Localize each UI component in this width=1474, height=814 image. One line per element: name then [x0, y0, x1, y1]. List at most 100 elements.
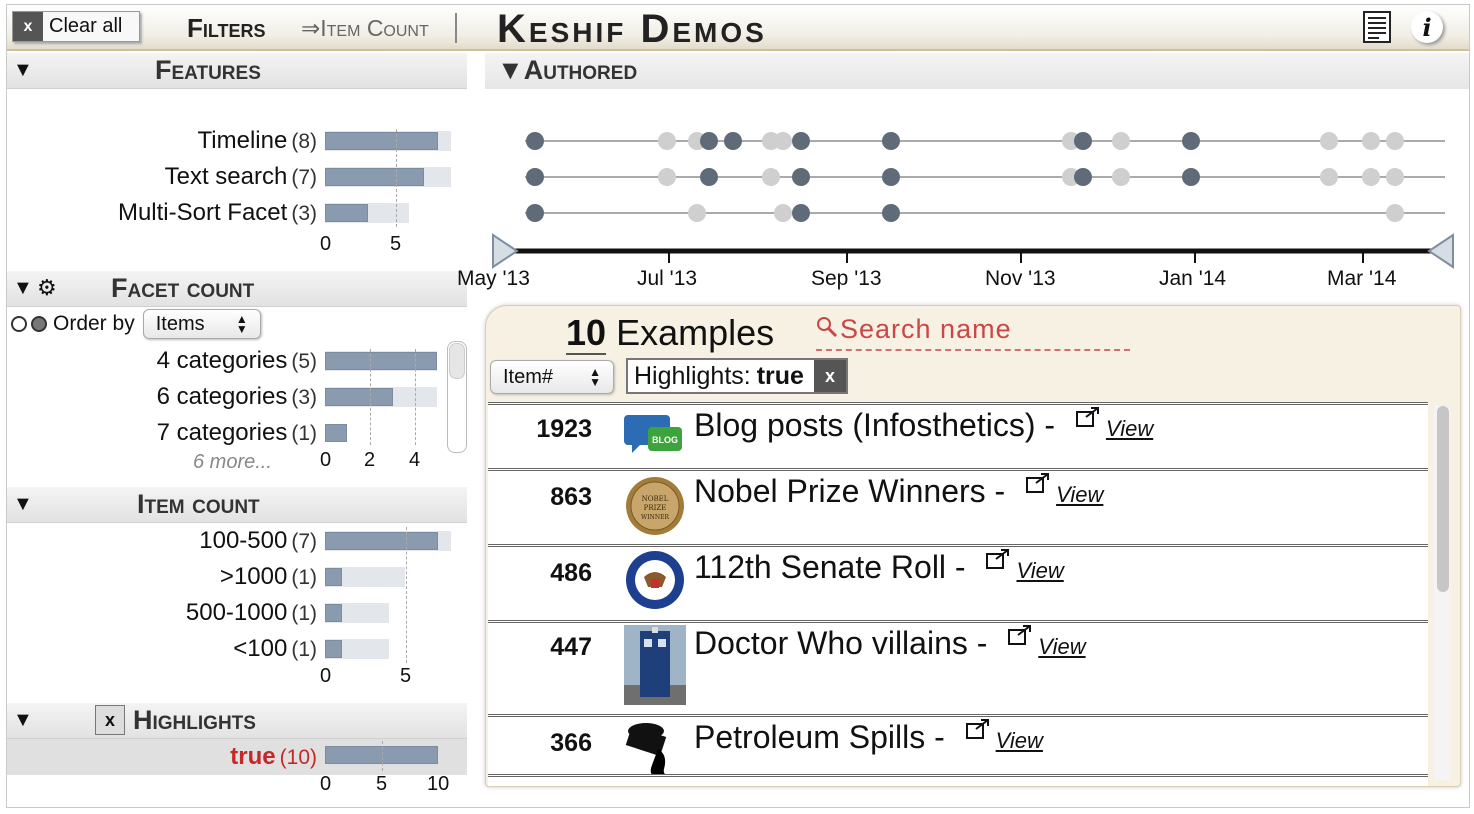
- document-icon[interactable]: [1363, 11, 1391, 43]
- scroll-thumb[interactable]: [449, 343, 465, 379]
- count-bar[interactable]: [325, 568, 342, 586]
- gear-icon[interactable]: ⚙: [37, 275, 57, 300]
- axis-tick: 4: [409, 449, 421, 471]
- facet-header-features[interactable]: ▼ Features: [7, 53, 467, 89]
- item-title: 112th Senate Roll - View: [694, 549, 1064, 585]
- axis-tick: 0: [320, 665, 332, 687]
- facet-row-label[interactable]: 4 categories (5): [156, 347, 317, 374]
- facet-row-label[interactable]: 6 categories (3): [156, 383, 317, 410]
- facet-row-label[interactable]: 100-500 (7): [199, 527, 317, 554]
- collapse-triangle-icon[interactable]: ▼: [13, 493, 33, 515]
- search-name-input[interactable]: Search name: [816, 314, 1130, 351]
- results-scrollbar[interactable]: [1434, 406, 1450, 780]
- count-bar[interactable]: [325, 640, 342, 658]
- collapse-triangle-icon[interactable]: ▼: [13, 277, 33, 299]
- facet-row-label[interactable]: 500-1000 (1): [185, 599, 317, 626]
- count-bar[interactable]: [325, 352, 437, 370]
- facet-row-label[interactable]: <100 (1): [233, 635, 317, 662]
- axis-tick: 5: [400, 665, 412, 687]
- facet-title: Item count: [137, 489, 260, 519]
- item-number: 1923: [536, 415, 592, 443]
- count-bar[interactable]: [325, 168, 424, 186]
- timeline-dot: [1182, 168, 1200, 186]
- remove-filter-button[interactable]: x: [95, 705, 125, 735]
- timeline-dot: [688, 204, 706, 222]
- item-number: 486: [550, 559, 592, 587]
- info-icon[interactable]: i: [1411, 11, 1443, 43]
- axis-tick: 2: [364, 449, 376, 471]
- clear-x-icon: x: [13, 12, 43, 41]
- facet-row-label[interactable]: >1000 (1): [219, 563, 317, 590]
- timeline-dot: [762, 168, 780, 186]
- timeline-dot: [882, 132, 900, 150]
- timeline-dot: [1112, 132, 1130, 150]
- count-bar[interactable]: [325, 604, 342, 622]
- timeline-dot: [1362, 132, 1380, 150]
- facet-title: Features: [155, 55, 261, 85]
- radio-button[interactable]: [11, 316, 27, 332]
- time-tick-label: Jan '14: [1159, 267, 1227, 290]
- show-more-link[interactable]: 6 more...: [193, 451, 272, 473]
- list-item[interactable]: 447 Doctor Who villains - View: [488, 620, 1428, 714]
- facet-row-label[interactable]: Text search (7): [164, 163, 317, 190]
- timeline-dot: [1074, 168, 1092, 186]
- count-bar[interactable]: [325, 132, 438, 150]
- search-icon: [816, 314, 840, 345]
- timeline-dot: [1362, 168, 1380, 186]
- external-link-icon: [1075, 407, 1099, 427]
- list-item[interactable]: 366 Petroleum Spills - View: [488, 714, 1428, 777]
- facet-header-facet-count[interactable]: ▼ ⚙ Facet count: [7, 271, 467, 307]
- select-value: Item#: [503, 365, 554, 388]
- external-link-icon: [986, 549, 1010, 569]
- list-item[interactable]: 486 112th Senate Roll - View: [488, 544, 1428, 620]
- timeline-dot: [724, 132, 742, 150]
- scroll-thumb[interactable]: [1437, 406, 1449, 592]
- count-bar[interactable]: [325, 746, 438, 764]
- count-bar[interactable]: [325, 204, 368, 222]
- count-bar[interactable]: [325, 424, 347, 442]
- facet-header-item-count[interactable]: ▼ Item count: [7, 487, 467, 523]
- timeline-dot: [1074, 132, 1092, 150]
- gridline: [396, 129, 397, 227]
- count-bar[interactable]: [325, 388, 393, 406]
- timeline-dot: [774, 132, 792, 150]
- facet-header-highlights[interactable]: ▼ x Highlights: [7, 703, 467, 739]
- remove-chip-button[interactable]: x: [813, 360, 846, 392]
- authored-title[interactable]: ▼Authored: [497, 55, 637, 86]
- collapse-triangle-icon[interactable]: ▼: [13, 59, 33, 81]
- timeline-dot: [792, 204, 810, 222]
- radio-button[interactable]: [31, 316, 47, 332]
- search-placeholder: Search name: [840, 314, 1012, 344]
- item-title: Doctor Who villains - View: [694, 625, 1086, 661]
- facet-row-label[interactable]: 7 categories (1): [156, 419, 317, 446]
- clear-all-button[interactable]: x Clear all: [12, 11, 140, 42]
- facet-row-label[interactable]: Timeline (8): [197, 127, 317, 154]
- item-count-link[interactable]: ⇒Item Count: [301, 15, 429, 41]
- time-tick-label: Jul '13: [637, 267, 698, 290]
- svg-text:BLOG: BLOG: [652, 435, 678, 445]
- collapse-triangle-icon[interactable]: ▼: [497, 55, 524, 85]
- time-tick-label: Nov '13: [985, 267, 1056, 290]
- list-item[interactable]: [488, 774, 1428, 786]
- view-link[interactable]: View: [1056, 482, 1104, 507]
- facet-scrollbar[interactable]: [447, 341, 467, 453]
- timeline-dot: [1182, 132, 1200, 150]
- filters-label: Filters: [187, 13, 266, 43]
- sort-select[interactable]: Item# ▲ ▼: [490, 360, 614, 394]
- view-link[interactable]: View: [1016, 558, 1064, 583]
- timeline-dot: [658, 132, 676, 150]
- list-item[interactable]: 863 NOBEL PRIZE WINNER Nobel Prize Winne…: [488, 468, 1428, 544]
- view-link[interactable]: View: [1105, 416, 1154, 441]
- external-link-icon: [965, 719, 989, 739]
- facet-row-label[interactable]: Multi-Sort Facet (3): [117, 199, 317, 226]
- facet-row-label[interactable]: true (10): [230, 743, 317, 770]
- order-by-select[interactable]: Items ▲ ▼: [142, 309, 261, 339]
- list-item[interactable]: 1923 BLOG Blog posts (Infosthetics) - Vi…: [488, 402, 1428, 468]
- item-number: 863: [550, 483, 592, 511]
- timeline-dot: [1386, 132, 1404, 150]
- view-link[interactable]: View: [1038, 634, 1086, 659]
- view-link[interactable]: View: [995, 728, 1043, 753]
- count-bar[interactable]: [325, 532, 438, 550]
- select-arrows-icon: ▲ ▼: [589, 365, 601, 389]
- collapse-triangle-icon[interactable]: ▼: [13, 709, 33, 731]
